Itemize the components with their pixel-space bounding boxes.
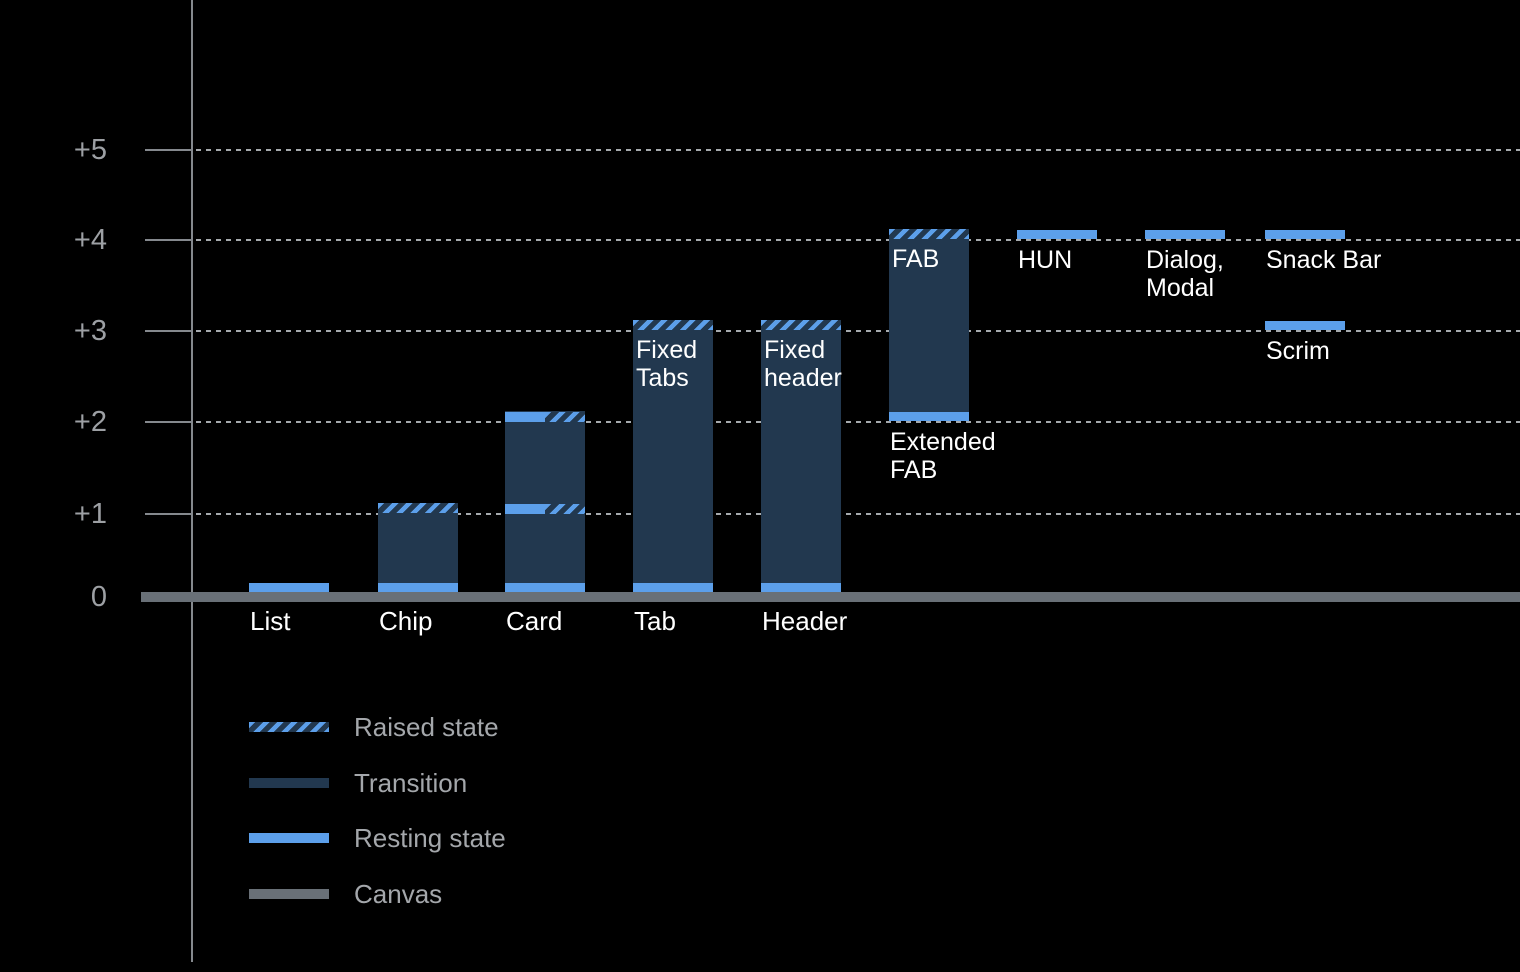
y-axis-tick-label: +4 — [73, 224, 107, 256]
legend-swatch-resting — [249, 833, 329, 843]
card-resting-segment — [505, 412, 545, 422]
card-raised-segment — [545, 504, 585, 514]
card-resting-segment — [505, 583, 585, 592]
header-raised-segment — [761, 320, 841, 330]
tab-resting-segment — [633, 583, 713, 592]
y-axis-tick — [145, 239, 193, 241]
fab-label: Extended FAB — [890, 428, 996, 484]
header-resting-segment — [761, 583, 841, 592]
list-resting-segment — [249, 583, 329, 592]
y-axis-tick-label: 0 — [90, 581, 107, 613]
fab-raised-segment — [889, 229, 969, 239]
legend-label-canvas: Canvas — [354, 879, 443, 909]
y-axis-tick-label: +3 — [73, 315, 107, 347]
y-axis-tick — [145, 513, 193, 515]
card-raised-segment — [545, 412, 585, 422]
y-axis-tick-label: +1 — [73, 498, 107, 530]
hun-label: HUN — [1018, 246, 1073, 274]
y-axis-tick — [145, 421, 193, 423]
dialog-modal-resting-segment — [1145, 230, 1225, 239]
hun-resting-segment — [1017, 230, 1097, 239]
scrim-label: Scrim — [1266, 337, 1330, 365]
list-axis-label: List — [250, 606, 291, 636]
snack-bar-resting-segment — [1265, 230, 1345, 239]
gridline-plus-2 — [196, 421, 1520, 423]
fab-transition-segment — [889, 229, 969, 420]
tab-raised-segment — [633, 320, 713, 330]
snack-bar-label: Snack Bar — [1266, 246, 1382, 274]
header-axis-label: Header — [762, 606, 848, 636]
header-transition-segment — [761, 320, 841, 592]
chip-axis-label: Chip — [379, 606, 433, 636]
scrim-resting-segment — [1265, 321, 1345, 330]
tab-transition-segment — [633, 320, 713, 592]
gridline-plus-4 — [196, 239, 1520, 241]
chip-transition-segment — [378, 503, 458, 592]
gridline-plus-3 — [196, 330, 1520, 332]
chip-raised-segment — [378, 503, 458, 513]
card-resting-segment — [505, 504, 545, 514]
dialog-modal-label: Dialog, Modal — [1146, 246, 1224, 302]
y-axis-tick-label: +2 — [73, 406, 107, 438]
y-axis-tick-label: +5 — [73, 134, 107, 166]
canvas-baseline — [141, 592, 1520, 602]
gridline-plus-1 — [196, 513, 1520, 515]
legend-swatch-transition — [249, 778, 329, 788]
card-transition-segment — [505, 411, 585, 592]
tab-label: Fixed Tabs — [636, 336, 698, 392]
gridline-plus-5 — [196, 149, 1520, 151]
card-axis-label: Card — [506, 606, 563, 636]
y-axis-tick — [145, 330, 193, 332]
legend-label-transition: Transition — [354, 768, 468, 798]
legend-swatch-raised — [249, 722, 329, 732]
legend-swatch-canvas — [249, 889, 329, 899]
y-axis-line — [191, 0, 193, 962]
fab-label: FAB — [892, 245, 940, 273]
chip-resting-segment — [378, 583, 458, 592]
legend-label-raised: Raised state — [354, 712, 499, 742]
legend-label-resting: Resting state — [354, 823, 506, 853]
header-label: Fixed header — [764, 336, 842, 392]
tab-axis-label: Tab — [634, 606, 676, 636]
y-axis-tick — [145, 149, 193, 151]
fab-resting-segment — [889, 412, 969, 421]
